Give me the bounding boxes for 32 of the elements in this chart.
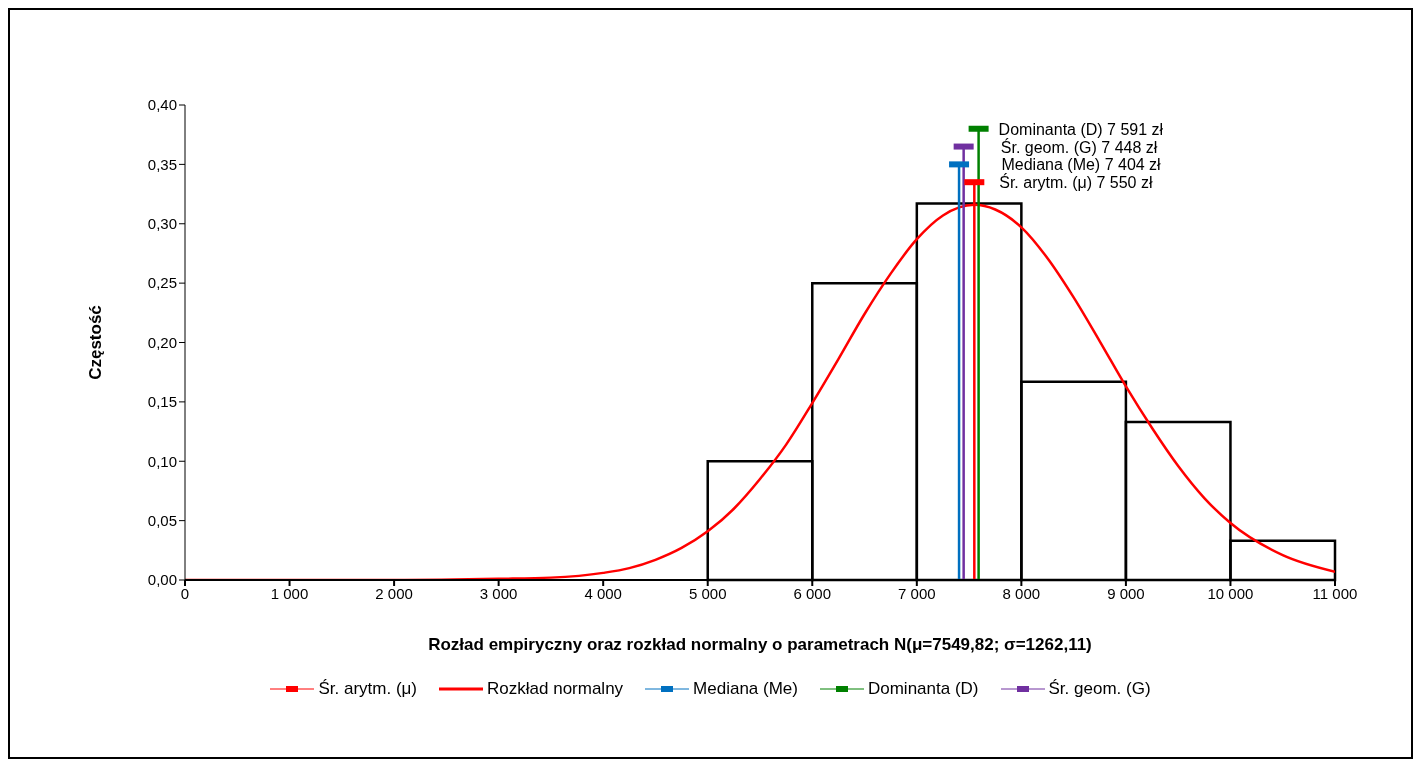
y-axis-title: Częstość xyxy=(86,305,106,380)
annotation: Dominanta (D) 7 591 zł xyxy=(998,120,1164,138)
x-tick-label: 7 000 xyxy=(898,584,936,602)
annotation: Mediana (Me) 7 404 zł xyxy=(1001,156,1162,174)
x-tick-label: 0 xyxy=(180,584,190,602)
legend-label: Mediana (Me) xyxy=(693,679,798,699)
y-tick-label: 0,20 xyxy=(147,333,177,351)
y-tick-label: 0,10 xyxy=(147,452,177,470)
y-tick-label: 0,30 xyxy=(147,215,177,233)
x-tick-label: 10 000 xyxy=(1207,584,1254,602)
y-tick-label: 0,25 xyxy=(147,274,177,292)
x-tick-label: 1 000 xyxy=(270,584,309,602)
y-tick-label: 0,15 xyxy=(147,393,177,411)
x-tick-label: 6 000 xyxy=(793,584,832,602)
x-axis-title: Rozład empiryczny oraz rozkład normalny o parametrach N(μ=7549,82; σ=1262,11) xyxy=(428,635,1092,654)
annotation: Śr. geom. (G) 7 448 zł xyxy=(1000,137,1158,156)
legend-label: Rozkład normalny xyxy=(487,679,624,699)
y-tick-label: 0,35 xyxy=(147,155,177,173)
y-tick-label: 0,40 xyxy=(147,96,177,114)
x-tick-label: 2 000 xyxy=(375,584,413,602)
x-tick-label: 3 000 xyxy=(479,584,518,602)
x-tick-label: 4 000 xyxy=(584,584,622,602)
annotation: Śr. arytm. (μ) 7 550 zł xyxy=(999,173,1153,192)
y-tick-label: 0,05 xyxy=(147,511,177,529)
x-tick-label: 11 000 xyxy=(1312,584,1358,602)
legend-label: Dominanta (D) xyxy=(867,679,979,699)
x-tick-label: 8 000 xyxy=(1002,584,1041,602)
x-tick-label: 9 000 xyxy=(1107,584,1145,602)
legend-label: Śr. arytm. (μ) xyxy=(318,679,418,699)
x-tick-label: 5 000 xyxy=(688,584,727,602)
legend-label: Śr. geom. (G) xyxy=(1048,679,1151,699)
y-tick-label: 0,00 xyxy=(147,571,177,589)
